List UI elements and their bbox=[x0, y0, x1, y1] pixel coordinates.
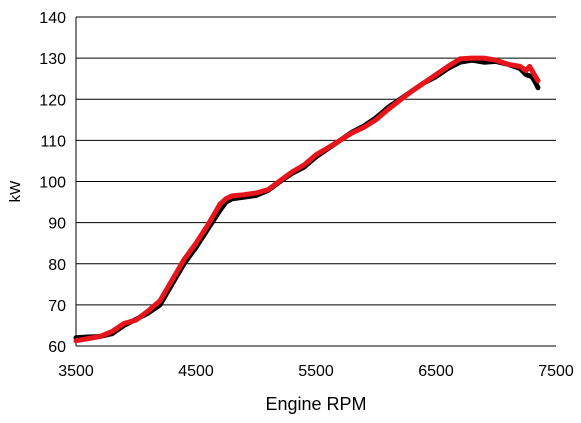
y-tick-label: 80 bbox=[48, 257, 66, 274]
gridlines bbox=[75, 16, 556, 347]
x-tick-label: 6500 bbox=[418, 363, 454, 380]
x-tick-label: 4500 bbox=[178, 363, 214, 380]
x-tick-label: 7500 bbox=[538, 363, 574, 380]
y-tick-label: 130 bbox=[39, 51, 66, 68]
y-tick-label: 90 bbox=[48, 216, 66, 233]
y-tick-labels: 60 70 80 90 100 110 120 130 140 bbox=[39, 10, 66, 356]
y-tick-label: 60 bbox=[48, 339, 66, 356]
y-tick-label: 140 bbox=[39, 10, 66, 27]
x-tick-label: 5500 bbox=[298, 363, 334, 380]
x-tick-label: 3500 bbox=[58, 363, 94, 380]
x-axis-label: Engine RPM bbox=[265, 394, 366, 414]
series-line-2 bbox=[73, 55, 541, 344]
x-tick-labels: 3500 4500 5500 6500 7500 bbox=[58, 363, 574, 380]
series-lines bbox=[73, 55, 541, 344]
y-tick-label: 70 bbox=[48, 298, 66, 315]
y-tick-label: 120 bbox=[39, 92, 66, 109]
series-line-1 bbox=[73, 57, 541, 341]
y-tick-label: 110 bbox=[40, 133, 66, 150]
y-axis-label: kW bbox=[7, 180, 24, 203]
y-tick-label: 100 bbox=[39, 175, 66, 192]
